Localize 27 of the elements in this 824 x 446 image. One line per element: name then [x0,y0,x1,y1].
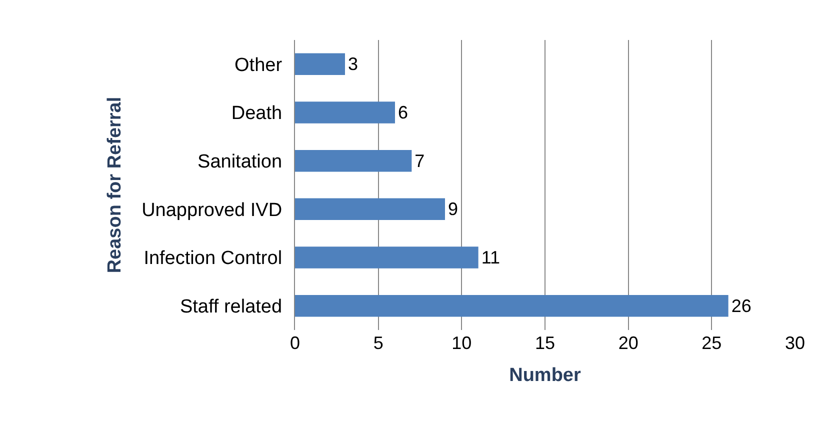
data-label: 7 [414,150,425,171]
bar [295,53,345,76]
y-tick-label: Unapproved IVD [142,200,282,221]
x-tick-label: 25 [702,333,722,353]
x-tick-label: 0 [290,333,300,353]
data-label: 11 [481,248,500,268]
bar [295,198,445,220]
y-tick-label: Sanitation [198,151,282,172]
y-tick-label: Staff related [180,296,282,318]
data-label: 26 [731,296,752,316]
bar [295,294,728,317]
data-label: 9 [448,199,458,220]
y-tick-label: Infection Control [144,248,282,270]
y-axis-title: Reason for Referral [104,96,126,274]
data-label: 3 [348,54,358,74]
x-tick-label: 30 [784,333,806,353]
x-tick-label: 5 [373,333,384,353]
data-label: 6 [398,102,408,123]
bar [295,150,412,172]
x-tick-label: 10 [452,333,472,353]
x-tick-label: 20 [618,333,638,353]
bar [295,102,395,124]
bar [295,246,478,268]
x-tick-label: 15 [534,333,556,353]
y-tick-label: Other [234,54,283,76]
y-tick-label: Death [231,103,282,124]
x-axis-title: Number [509,364,582,386]
